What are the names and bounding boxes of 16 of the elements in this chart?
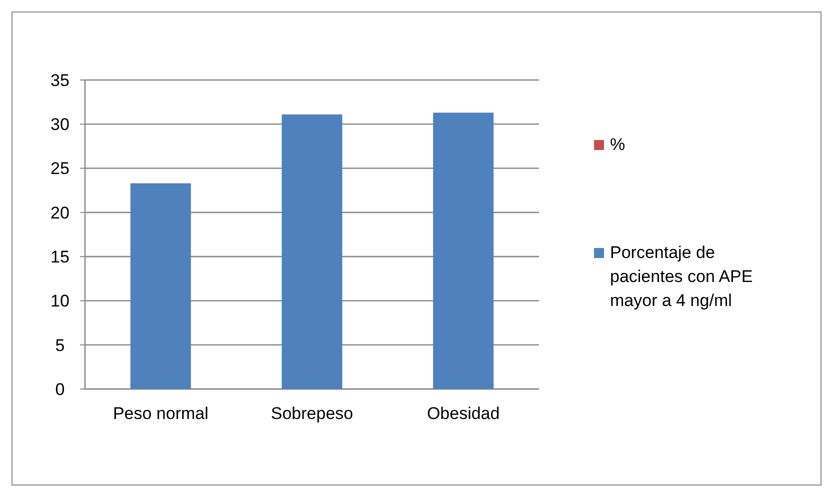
bar <box>130 183 191 389</box>
bar <box>282 114 342 389</box>
x-tick-label: Peso normal <box>112 404 208 423</box>
y-tick-label: 35 <box>50 70 70 90</box>
y-tick-label: 15 <box>50 248 70 267</box>
y-tick-label: 10 <box>50 292 70 311</box>
y-tick-label: 25 <box>50 159 70 178</box>
legend-label: % <box>610 135 626 154</box>
bar <box>433 112 494 389</box>
legend-label: Porcentaje de pacientes con APE mayor a 4 ng/ml <box>610 243 753 310</box>
x-tick-label: Sobrepeso <box>270 404 354 423</box>
y-tick-label: 20 <box>50 203 70 222</box>
y-tick-label: 30 <box>50 115 70 134</box>
y-tick-label: 5 <box>55 336 65 355</box>
y-tick-label: 0 <box>55 380 65 399</box>
x-tick-label: Obesidad <box>426 404 500 423</box>
